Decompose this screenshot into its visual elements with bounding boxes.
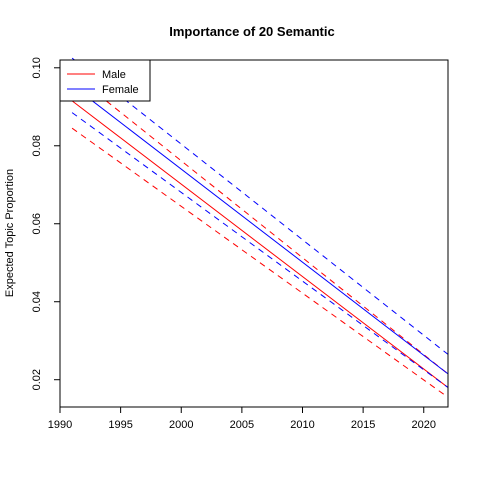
x-tick-label: 2000 <box>169 419 193 431</box>
series-female-line <box>71 84 449 375</box>
series-male-lower-bound <box>71 127 449 398</box>
plot-frame <box>59 59 449 408</box>
y-tick-label: 0.10 <box>31 57 43 78</box>
series-female-lower-bound <box>71 112 449 388</box>
x-tick-label: 1990 <box>48 419 72 431</box>
y-tick-label: 0.02 <box>31 369 43 390</box>
y-tick-label: 0.06 <box>31 213 43 234</box>
legend-box <box>59 59 151 102</box>
x-axis: 1990 1995 2000 2005 2010 2015 2020 <box>48 406 436 431</box>
x-tick-label: 1995 <box>108 419 132 431</box>
series-female-upper-bound <box>71 57 449 355</box>
series-male-upper-bound <box>71 73 449 375</box>
x-tick-label: 2015 <box>351 419 375 431</box>
y-axis: 0.02 0.04 0.06 0.08 0.10 <box>31 57 61 390</box>
plot-lines <box>71 57 449 398</box>
legend-label-male: Male <box>102 69 126 81</box>
legend: Male Female <box>59 59 151 102</box>
y-tick-label: 0.08 <box>31 135 43 156</box>
chart-title: Importance of 20 Semantic <box>169 24 334 39</box>
x-tick-label: 2005 <box>230 419 254 431</box>
x-tick-label: 2010 <box>290 419 314 431</box>
y-axis-label: Expected Topic Proportion <box>4 169 16 297</box>
x-tick-label: 2020 <box>412 419 436 431</box>
series-male-line <box>71 100 449 388</box>
y-tick-label: 0.04 <box>31 291 43 312</box>
legend-label-female: Female <box>102 84 139 96</box>
